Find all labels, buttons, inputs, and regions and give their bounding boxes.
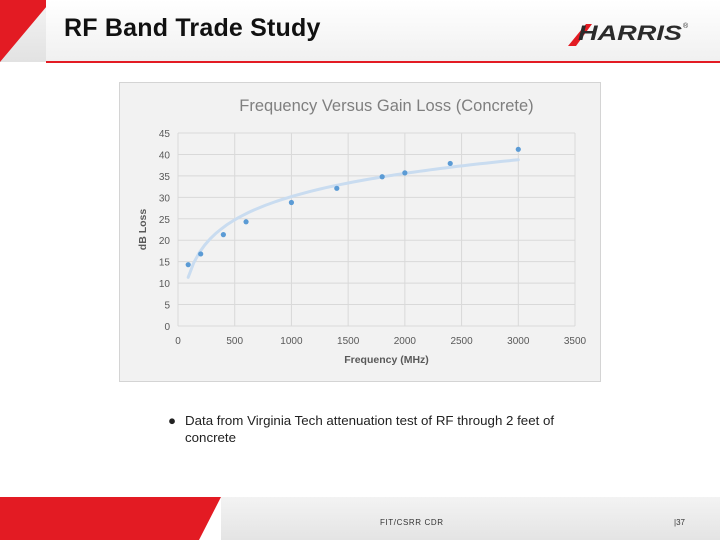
logo-registered-mark: ® [683, 22, 689, 30]
chart-title: Frequency Versus Gain Loss (Concrete) [239, 97, 533, 115]
data-point [198, 251, 204, 257]
x-tick-label: 1500 [337, 336, 360, 347]
x-tick-label: 2500 [450, 336, 473, 347]
page-number: |37 [674, 518, 685, 527]
x-tick-label: 0 [175, 336, 181, 347]
footer-red-band [0, 497, 199, 540]
footer-gray-band [221, 497, 720, 540]
x-tick-label: 2000 [394, 336, 417, 347]
bullet-icon: ● [168, 413, 177, 428]
y-axis-label: dB Loss [137, 209, 149, 251]
harris-logo: HARRIS ® [568, 22, 689, 46]
header-red-accent [0, 0, 52, 62]
y-tick-label: 40 [159, 150, 171, 161]
x-tick-label: 3000 [507, 336, 530, 347]
y-tick-label: 5 [164, 301, 170, 312]
chart-frame: Frequency Versus Gain Loss (Concrete) 0 5 1… [119, 82, 601, 382]
y-tick-label: 0 [164, 322, 170, 333]
data-point [447, 160, 453, 167]
y-tick-label: 30 [159, 193, 171, 204]
y-tick-label: 25 [159, 215, 171, 226]
header-title-background [46, 0, 720, 62]
logo-swoosh-icon [568, 24, 592, 46]
data-point [515, 146, 521, 152]
page-title: RF Band Trade Study [64, 14, 321, 42]
logo-text: HARRIS [578, 22, 682, 45]
x-tick-label: 500 [226, 336, 243, 347]
footer-label: FIT/CSRR CDR [380, 518, 444, 527]
header-divider [46, 61, 720, 63]
y-tick-label: 20 [159, 236, 171, 247]
x-axis-label: Frequency (MHz) [344, 354, 429, 366]
y-tick-label: 10 [159, 279, 171, 290]
y-tick-label: 15 [159, 258, 171, 269]
frequency-gain-loss-chart: Frequency Versus Gain Loss (Concrete) 0 5 1… [137, 97, 587, 366]
y-tick-label: 35 [159, 172, 171, 183]
data-point [288, 199, 295, 206]
y-tick-label: 45 [159, 129, 171, 140]
data-point [243, 219, 249, 225]
data-point [220, 232, 226, 238]
bullet-text: Data from Virginia Tech attenuation test… [185, 413, 555, 445]
trendline [186, 158, 520, 279]
x-tick-label: 3500 [564, 336, 587, 347]
data-point [402, 170, 408, 176]
data-point [379, 174, 385, 180]
footer-red-slant [199, 497, 221, 540]
data-point [334, 185, 340, 191]
x-tick-label: 1000 [280, 336, 303, 347]
data-point [185, 262, 191, 268]
